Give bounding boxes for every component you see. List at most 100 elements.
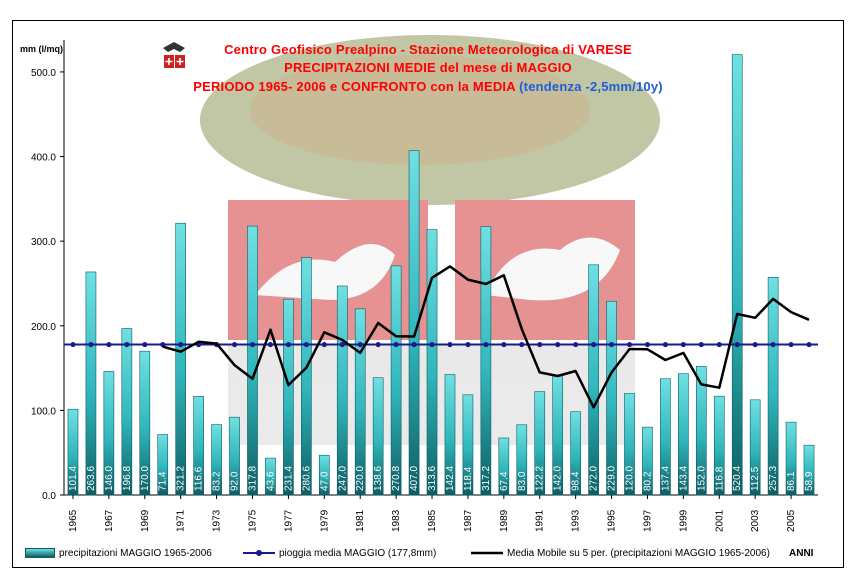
chart-title-line3: PERIODO 1965- 2006 e CONFRONTO con la ME… bbox=[0, 79, 856, 94]
bar-value-label: 220.0 bbox=[355, 466, 366, 491]
y-tick-label: 200.0 bbox=[31, 322, 56, 333]
x-axis-label: ANNI bbox=[789, 548, 814, 559]
bar-value-label: 317.2 bbox=[481, 466, 492, 491]
y-tick-label: 400.0 bbox=[31, 153, 56, 164]
bar bbox=[229, 416, 240, 496]
chart-title-trend: (tendenza -2,5mm/10y) bbox=[519, 79, 663, 94]
mean-line-point bbox=[411, 341, 417, 348]
bar bbox=[283, 298, 294, 496]
mean-line-point bbox=[537, 341, 543, 348]
x-tick-label: 1971 bbox=[176, 509, 187, 532]
bar-value-label: 98.4 bbox=[571, 471, 582, 491]
mean-line-point bbox=[465, 341, 471, 348]
bar-value-label: 229.0 bbox=[607, 466, 618, 491]
bar bbox=[121, 328, 133, 496]
legend-item-mean: pioggia media MAGGIO (177,8mm) bbox=[243, 548, 436, 559]
bar bbox=[193, 396, 204, 496]
legend-label-mean: pioggia media MAGGIO (177,8mm) bbox=[279, 548, 437, 559]
bar-value-label: 92.0 bbox=[230, 471, 241, 491]
x-tick-label: 1981 bbox=[355, 509, 366, 532]
mean-line-point bbox=[249, 341, 256, 348]
axes: mm (l/mq) 0.0 100.0 200.0 300.0 400.0 500.0 bbox=[20, 40, 818, 502]
mean-line-point bbox=[339, 341, 345, 348]
legend-swatch-moving-average bbox=[471, 552, 503, 555]
mean-line-point bbox=[662, 341, 669, 348]
bar bbox=[265, 457, 276, 496]
mean-line-point bbox=[806, 341, 812, 348]
x-tick-label: 1977 bbox=[283, 509, 294, 532]
bar-value-label: 313.6 bbox=[427, 466, 438, 491]
bar-value-label: 67.4 bbox=[499, 471, 510, 491]
bar-series bbox=[67, 54, 815, 496]
mean-line-point bbox=[752, 341, 758, 348]
bar-value-label: 58.9 bbox=[804, 471, 815, 491]
x-tick-label: 1979 bbox=[319, 509, 330, 532]
x-tick-label: 1973 bbox=[212, 509, 223, 532]
bar-value-label: 146.0 bbox=[104, 466, 115, 491]
y-tick-label: 500.0 bbox=[31, 68, 56, 79]
x-tick-label: 1983 bbox=[391, 509, 402, 532]
chart-title-line2: PRECIPITAZIONI MEDIE del mese di MAGGIO bbox=[284, 60, 572, 75]
bar bbox=[624, 393, 635, 496]
x-tick-label: 1967 bbox=[104, 509, 115, 532]
x-tick-label: 1987 bbox=[463, 509, 474, 532]
bar bbox=[336, 285, 348, 496]
x-tick-label: 1995 bbox=[607, 509, 618, 532]
x-tick-label: 1985 bbox=[427, 509, 438, 532]
bar-value-label: 122.2 bbox=[535, 466, 546, 491]
legend-swatch-mean bbox=[243, 550, 275, 557]
bar-value-label: 317.8 bbox=[248, 466, 259, 491]
bar-value-label: 170.0 bbox=[140, 466, 151, 491]
mean-line-point bbox=[447, 341, 453, 348]
mean-line-point bbox=[357, 341, 363, 348]
bar-value-label: 257.3 bbox=[768, 466, 779, 491]
legend-item-moving-average: Media Mobile su 5 per. (precipitazioni M… bbox=[471, 548, 770, 559]
x-tick-label: 1997 bbox=[642, 509, 653, 532]
legend-swatch-bar bbox=[25, 548, 55, 559]
legend-label-moving-average: Media Mobile su 5 per. (precipitazioni M… bbox=[507, 548, 770, 559]
regional-logo-icon bbox=[163, 42, 185, 68]
mean-line-point bbox=[644, 341, 651, 348]
bar-value-label: 83.2 bbox=[212, 471, 223, 491]
x-tick-label: 2001 bbox=[714, 509, 725, 532]
moving-average-line bbox=[162, 265, 810, 409]
mean-line-point bbox=[483, 341, 489, 348]
bar-value-label: 112.5 bbox=[750, 466, 761, 491]
bar bbox=[85, 271, 97, 496]
mean-line-point bbox=[303, 341, 309, 348]
mean-line-point bbox=[519, 341, 525, 348]
mean-line-point bbox=[590, 341, 597, 348]
y-tick-label: 0.0 bbox=[42, 491, 56, 502]
bar-value-label: 71.4 bbox=[158, 471, 169, 491]
bar bbox=[372, 377, 384, 496]
x-tick-label: 1975 bbox=[248, 509, 259, 532]
bar-value-label: 120.0 bbox=[625, 466, 636, 491]
bar bbox=[480, 226, 492, 496]
bar bbox=[588, 264, 599, 496]
bar-value-label: 118.4 bbox=[463, 466, 474, 491]
mean-line-point bbox=[501, 341, 507, 348]
y-axis-label: mm (l/mq) bbox=[20, 44, 63, 54]
mean-line-point bbox=[321, 341, 327, 348]
mean-line-point bbox=[70, 341, 76, 348]
bar-value-label: 137.4 bbox=[660, 466, 671, 491]
x-tick-label: 1989 bbox=[499, 509, 510, 532]
mean-line-point bbox=[231, 341, 238, 348]
mean-line-point bbox=[573, 341, 579, 348]
mean-line-point bbox=[285, 341, 292, 348]
mean-line-point bbox=[106, 341, 112, 348]
bar bbox=[426, 229, 438, 496]
mean-line-point bbox=[124, 341, 130, 348]
bar bbox=[803, 444, 815, 496]
x-tick-label: 2005 bbox=[786, 509, 797, 532]
bar-value-label: 321.2 bbox=[176, 466, 187, 491]
bar-value-label: 83.0 bbox=[517, 471, 528, 491]
bar bbox=[695, 366, 707, 496]
bar bbox=[247, 225, 258, 496]
x-tick-label: 1991 bbox=[535, 509, 546, 532]
bar bbox=[767, 276, 779, 496]
bar bbox=[157, 434, 169, 496]
bar-value-label: 520.4 bbox=[732, 466, 743, 491]
bar-labels: 101.4 263.6 146.0 196.8 170.0 71.4 321.2 116.6 8… bbox=[68, 466, 815, 491]
bar-value-label: 272.0 bbox=[589, 466, 600, 491]
